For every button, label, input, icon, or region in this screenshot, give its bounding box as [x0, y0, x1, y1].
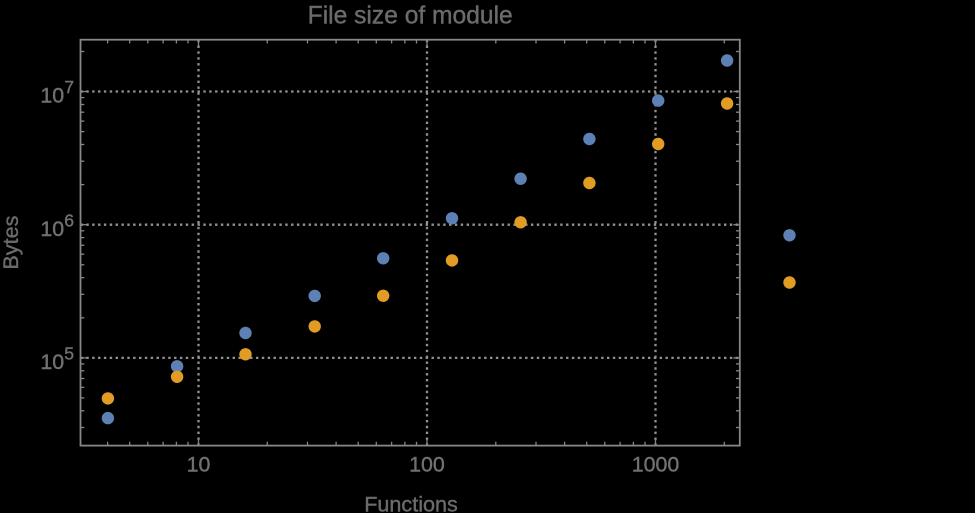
svg-text:File size of module: File size of module [308, 3, 513, 30]
svg-text:100: 100 [409, 452, 445, 476]
svg-text:Functions: Functions [364, 491, 458, 513]
svg-text:1000: 1000 [632, 452, 680, 476]
svg-text:Bytes: Bytes [0, 215, 23, 269]
svg-text:10: 10 [187, 452, 211, 476]
